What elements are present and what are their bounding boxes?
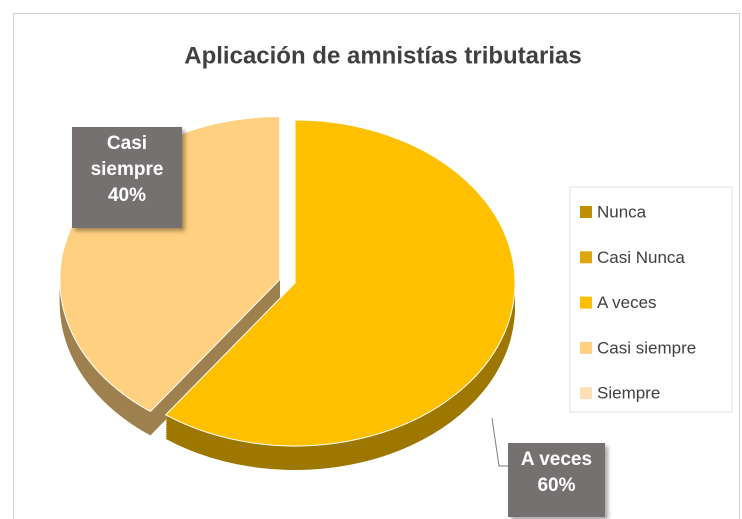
data-label: A veces 60%	[508, 443, 605, 517]
data-label-category: Casi siempre	[90, 133, 164, 180]
data-label: Casi siempre 40%	[72, 127, 182, 228]
leader-line	[491, 417, 510, 467]
data-label-category: A veces	[520, 449, 593, 470]
legend-label: Casi Nunca	[597, 248, 685, 267]
legend-box	[569, 186, 733, 413]
data-label-value: 40%	[107, 185, 147, 206]
legend-label: Casi siempre	[597, 338, 696, 357]
legend-label: Siempre	[597, 384, 660, 403]
legend-swatch	[580, 251, 592, 264]
chart-title: Aplicación de amnistías tributarias	[184, 42, 581, 69]
legend-swatch	[580, 206, 592, 218]
legend-swatch	[580, 387, 592, 400]
legend-label: A veces	[597, 293, 657, 312]
legend-swatch	[580, 296, 592, 309]
legend-label: Nunca	[597, 202, 647, 221]
legend-swatch	[580, 341, 592, 354]
data-label-value: 60%	[537, 475, 576, 496]
slice	[164, 119, 516, 447]
